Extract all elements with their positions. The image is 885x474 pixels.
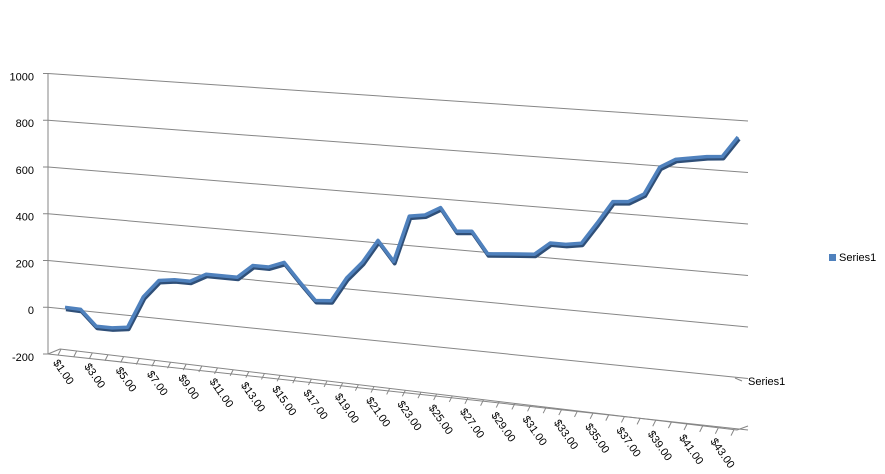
x-tick: [292, 376, 297, 384]
x-tick: [88, 352, 93, 360]
depth-tick: [734, 377, 743, 382]
x-tick-label: $13.00: [238, 380, 267, 414]
x-tick: [636, 418, 641, 425]
x-tick-label: $31.00: [520, 414, 549, 448]
x-tick: [198, 365, 203, 373]
x-tick: [182, 363, 187, 371]
x-tick-label: $19.00: [332, 391, 361, 425]
series-line: [64, 135, 740, 330]
y-tick-label: 600: [16, 165, 34, 177]
x-tick-label: $35.00: [582, 421, 611, 455]
grid-line: [47, 306, 749, 379]
x-tick-label: $17.00: [301, 388, 330, 422]
x-tick: [57, 348, 62, 356]
grid-line: [47, 353, 749, 431]
x-tick: [464, 397, 469, 405]
x-tick-label: $33.00: [551, 418, 580, 452]
y-tick-label: 200: [16, 258, 34, 270]
x-tick: [620, 416, 625, 423]
x-tick: [120, 356, 125, 363]
x-tick: [354, 384, 359, 391]
y-tick-label: -200: [12, 352, 34, 364]
legend-swatch: [829, 254, 836, 261]
x-tick: [574, 410, 578, 418]
x-tick-label: $1.00: [50, 358, 76, 387]
x-tick: [323, 380, 328, 388]
x-tick: [667, 421, 672, 429]
x-tick-label: $27.00: [457, 406, 486, 440]
x-tick-label: $5.00: [113, 365, 139, 394]
x-tick-label: $43.00: [708, 436, 737, 470]
x-tick-label: $9.00: [175, 373, 201, 402]
x-tick-label: $41.00: [676, 433, 705, 467]
x-tick-label: $39.00: [645, 429, 674, 463]
floor-edge: [47, 348, 61, 355]
x-tick: [104, 354, 109, 361]
grid-line: [47, 73, 749, 122]
y-tick-label: 800: [16, 118, 34, 130]
x-tick: [699, 425, 704, 433]
x-tick: [495, 401, 500, 408]
x-tick: [386, 388, 391, 395]
x-tick-label: $37.00: [614, 425, 643, 459]
x-tick: [527, 405, 531, 412]
x-tick: [261, 373, 265, 380]
x-tick: [167, 362, 172, 369]
x-tick: [229, 369, 234, 376]
x-tick-label: $15.00: [269, 384, 298, 418]
x-tick: [214, 367, 218, 375]
x-tick: [401, 390, 406, 397]
grid-line: [47, 119, 749, 173]
x-tick: [245, 371, 250, 378]
x-tick: [417, 391, 422, 399]
grid-line: [47, 166, 749, 225]
x-tick-label: $25.00: [426, 403, 455, 437]
x-tick-label: $7.00: [144, 369, 170, 398]
x-tick-label: $3.00: [81, 361, 107, 390]
legend-label: Series1: [839, 252, 876, 264]
x-tick: [448, 395, 453, 403]
x-tick: [276, 375, 281, 382]
x-tick: [151, 360, 156, 367]
x-tick-label: $21.00: [363, 395, 392, 429]
x-tick: [730, 429, 735, 436]
x-tick: [370, 386, 375, 393]
x-tick: [714, 427, 719, 434]
x-tick: [339, 382, 344, 390]
x-tick: [433, 393, 438, 401]
x-tick: [558, 408, 563, 416]
x-tick: [589, 412, 594, 420]
x-tick-label: $29.00: [488, 410, 517, 444]
x-tick: [542, 406, 547, 414]
x-tick-label: $23.00: [394, 399, 423, 433]
y-tick-label: 400: [16, 212, 34, 224]
x-tick: [605, 414, 610, 421]
x-tick: [307, 378, 312, 386]
x-tick: [135, 358, 140, 365]
x-tick-label: $11.00: [207, 376, 236, 410]
x-tick: [480, 399, 485, 406]
x-tick: [683, 423, 688, 431]
x-tick: [511, 403, 516, 410]
y-tick-label: 1000: [10, 71, 34, 83]
x-tick: [73, 350, 78, 358]
grid-line: [47, 260, 749, 328]
depth-axis-label: Series1: [748, 376, 785, 388]
x-tick: [652, 420, 657, 427]
y-tick-label: 0: [28, 305, 34, 317]
